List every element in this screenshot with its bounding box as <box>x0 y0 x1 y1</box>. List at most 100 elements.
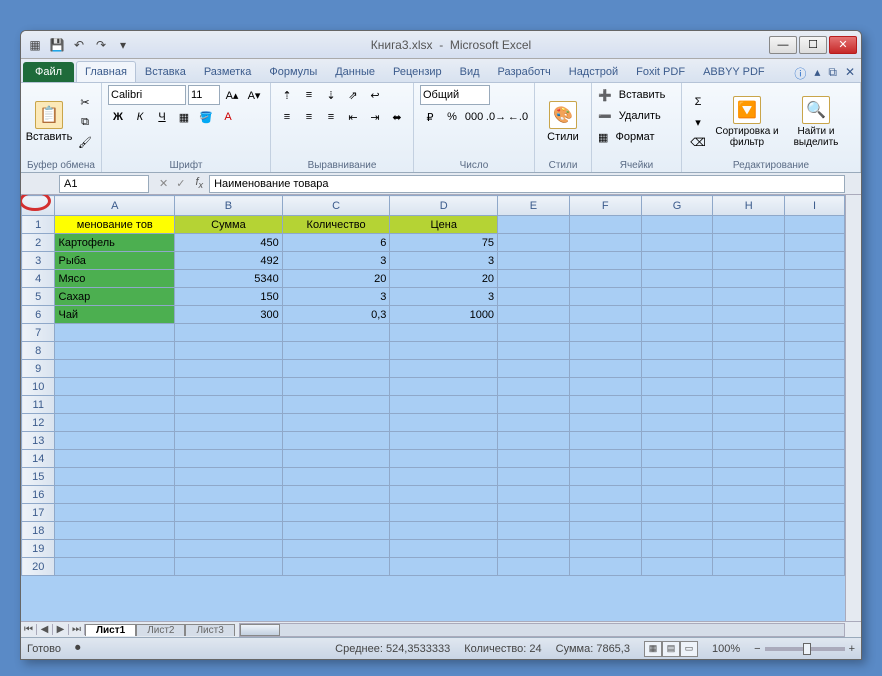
cell-E7[interactable] <box>498 324 570 342</box>
italic-button[interactable]: К <box>130 108 150 126</box>
cell-A3[interactable]: Рыба <box>55 252 175 270</box>
row-header-18[interactable]: 18 <box>22 522 55 540</box>
cell-D15[interactable] <box>390 468 498 486</box>
align-center-icon[interactable]: ≡ <box>299 108 319 126</box>
cell-B5[interactable]: 150 <box>175 288 283 306</box>
cell-F17[interactable] <box>569 504 641 522</box>
cell-A15[interactable] <box>55 468 175 486</box>
cell-B19[interactable] <box>175 540 283 558</box>
comma-icon[interactable]: 000 <box>464 108 484 126</box>
col-header-A[interactable]: A <box>55 196 175 216</box>
cell-E20[interactable] <box>498 558 570 576</box>
cell-C8[interactable] <box>282 342 390 360</box>
indent-dec-icon[interactable]: ⇤ <box>343 108 363 126</box>
tab-insert[interactable]: Вставка <box>136 61 195 82</box>
zoom-in-icon[interactable]: + <box>849 643 855 655</box>
cell-F3[interactable] <box>569 252 641 270</box>
cell-F12[interactable] <box>569 414 641 432</box>
last-sheet-icon[interactable]: ⏭ <box>69 624 85 635</box>
cell-C9[interactable] <box>282 360 390 378</box>
fill-icon[interactable]: ▾ <box>688 113 708 131</box>
cell-G11[interactable] <box>641 396 713 414</box>
cell-H10[interactable] <box>713 378 785 396</box>
view-pagebreak-icon[interactable]: ▭ <box>680 641 698 657</box>
help-icon[interactable]: ⓘ <box>794 65 806 82</box>
prev-sheet-icon[interactable]: ◀ <box>37 624 53 635</box>
cell-A11[interactable] <box>55 396 175 414</box>
row-header-4[interactable]: 4 <box>22 270 55 288</box>
cell-H1[interactable] <box>713 216 785 234</box>
cell-D18[interactable] <box>390 522 498 540</box>
cell-I16[interactable] <box>785 486 845 504</box>
shrink-font-icon[interactable]: A▾ <box>244 86 264 104</box>
cell-I13[interactable] <box>785 432 845 450</box>
cell-E5[interactable] <box>498 288 570 306</box>
cell-C15[interactable] <box>282 468 390 486</box>
cell-C3[interactable]: 3 <box>282 252 390 270</box>
cell-G17[interactable] <box>641 504 713 522</box>
format-painter-icon[interactable]: 🖌 <box>75 133 95 151</box>
row-header-12[interactable]: 12 <box>22 414 55 432</box>
row-header-1[interactable]: 1 <box>22 216 55 234</box>
insert-cells-button[interactable]: ➕ Вставить <box>598 85 675 105</box>
cell-F19[interactable] <box>569 540 641 558</box>
row-header-16[interactable]: 16 <box>22 486 55 504</box>
cell-I20[interactable] <box>785 558 845 576</box>
hscroll-thumb[interactable] <box>240 624 280 636</box>
cell-I6[interactable] <box>785 306 845 324</box>
cell-C6[interactable]: 0,3 <box>282 306 390 324</box>
cell-C11[interactable] <box>282 396 390 414</box>
col-header-B[interactable]: B <box>175 196 283 216</box>
styles-button[interactable]: 🎨 Стили <box>541 85 585 159</box>
row-header-3[interactable]: 3 <box>22 252 55 270</box>
cell-B13[interactable] <box>175 432 283 450</box>
cell-B14[interactable] <box>175 450 283 468</box>
bold-button[interactable]: Ж <box>108 108 128 126</box>
font-color-icon[interactable]: A <box>218 108 238 126</box>
row-header-11[interactable]: 11 <box>22 396 55 414</box>
cell-E17[interactable] <box>498 504 570 522</box>
cell-G9[interactable] <box>641 360 713 378</box>
minimize-ribbon-icon[interactable]: ▴ <box>814 65 820 82</box>
cell-I10[interactable] <box>785 378 845 396</box>
col-header-E[interactable]: E <box>498 196 570 216</box>
cell-G12[interactable] <box>641 414 713 432</box>
view-layout-icon[interactable]: ▤ <box>662 641 680 657</box>
col-header-D[interactable]: D <box>390 196 498 216</box>
cell-B6[interactable]: 300 <box>175 306 283 324</box>
redo-icon[interactable]: ↷ <box>91 35 111 55</box>
cell-F14[interactable] <box>569 450 641 468</box>
row-header-13[interactable]: 13 <box>22 432 55 450</box>
cell-G13[interactable] <box>641 432 713 450</box>
vertical-scrollbar[interactable] <box>845 195 861 621</box>
cell-E9[interactable] <box>498 360 570 378</box>
clear-icon[interactable]: ⌫ <box>688 133 708 151</box>
cell-C10[interactable] <box>282 378 390 396</box>
cell-I11[interactable] <box>785 396 845 414</box>
cell-F6[interactable] <box>569 306 641 324</box>
cell-C13[interactable] <box>282 432 390 450</box>
cell-C5[interactable]: 3 <box>282 288 390 306</box>
cell-D3[interactable]: 3 <box>390 252 498 270</box>
row-header-20[interactable]: 20 <box>22 558 55 576</box>
cell-I7[interactable] <box>785 324 845 342</box>
cell-G6[interactable] <box>641 306 713 324</box>
cell-G1[interactable] <box>641 216 713 234</box>
sheet-tab-2[interactable]: Лист2 <box>136 624 185 636</box>
cell-E10[interactable] <box>498 378 570 396</box>
row-header-17[interactable]: 17 <box>22 504 55 522</box>
cell-B10[interactable] <box>175 378 283 396</box>
cell-G16[interactable] <box>641 486 713 504</box>
cell-D9[interactable] <box>390 360 498 378</box>
spreadsheet-table[interactable]: ABCDEFGHI1менование товСуммаКоличествоЦе… <box>21 195 845 576</box>
cell-I5[interactable] <box>785 288 845 306</box>
row-header-19[interactable]: 19 <box>22 540 55 558</box>
cell-G19[interactable] <box>641 540 713 558</box>
cell-H19[interactable] <box>713 540 785 558</box>
cell-D13[interactable] <box>390 432 498 450</box>
cell-D7[interactable] <box>390 324 498 342</box>
cell-H2[interactable] <box>713 234 785 252</box>
file-tab[interactable]: Файл <box>23 62 74 82</box>
cell-G15[interactable] <box>641 468 713 486</box>
cell-D8[interactable] <box>390 342 498 360</box>
